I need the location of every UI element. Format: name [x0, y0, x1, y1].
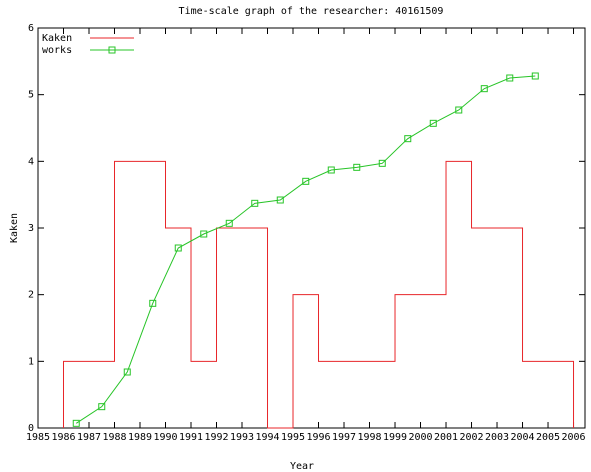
- data-line: [75, 75, 536, 424]
- x-tick-label: 1987: [77, 432, 101, 443]
- x-tick-label: 1997: [332, 432, 356, 443]
- chart-title: Time-scale graph of the researcher: 4016…: [179, 6, 444, 17]
- x-tick-label: 1999: [383, 432, 407, 443]
- x-tick-label: 1996: [306, 432, 330, 443]
- x-tick-label: 1991: [179, 432, 203, 443]
- legend-marker: [108, 46, 116, 54]
- legend-label: works: [42, 45, 72, 56]
- data-point: [72, 419, 80, 427]
- data-point: [200, 230, 208, 238]
- legend-label: Kaken: [42, 33, 72, 44]
- y-tick-label: 0: [28, 423, 34, 434]
- data-point: [98, 403, 106, 411]
- y-tick-label: 2: [28, 290, 34, 301]
- x-tick-label: 1994: [255, 432, 279, 443]
- data-point: [480, 85, 488, 93]
- x-tick-label: 1992: [204, 432, 228, 443]
- data-point: [353, 163, 361, 171]
- data-point: [429, 119, 437, 127]
- data-point: [404, 135, 412, 143]
- x-tick-label: 2006: [561, 432, 585, 443]
- data-point: [123, 368, 131, 376]
- data-point: [455, 106, 463, 114]
- x-tick-label: 2000: [408, 432, 432, 443]
- x-tick-label: 1993: [230, 432, 254, 443]
- x-tick-label: 2004: [510, 432, 534, 443]
- data-point: [327, 166, 335, 174]
- x-tick-label: 1985: [26, 432, 50, 443]
- x-axis-label: Year: [290, 461, 314, 472]
- data-point: [302, 177, 310, 185]
- y-tick-label: 5: [28, 90, 34, 101]
- data-point: [225, 219, 233, 227]
- y-axis-label: Kaken: [9, 213, 20, 243]
- data-point: [251, 199, 259, 207]
- x-tick-label: 2002: [459, 432, 483, 443]
- y-tick-label: 4: [28, 156, 34, 167]
- x-tick-label: 2003: [485, 432, 509, 443]
- x-tick-label: 2001: [434, 432, 458, 443]
- y-tick-label: 6: [28, 23, 34, 34]
- y-tick-label: 3: [28, 223, 34, 234]
- data-point: [149, 299, 157, 307]
- x-tick-label: 1998: [357, 432, 381, 443]
- data-line: [63, 160, 575, 429]
- x-tick-label: 1986: [51, 432, 75, 443]
- data-point: [276, 196, 284, 204]
- data-point: [378, 159, 386, 167]
- x-tick-label: 1989: [128, 432, 152, 443]
- x-tick-label: 1988: [102, 432, 126, 443]
- data-point: [174, 244, 182, 252]
- x-tick-label: 2005: [536, 432, 560, 443]
- data-point: [531, 72, 539, 80]
- x-tick-label: 1990: [153, 432, 177, 443]
- x-tick-label: 1995: [281, 432, 305, 443]
- y-tick-label: 1: [28, 356, 34, 367]
- data-point: [506, 74, 514, 82]
